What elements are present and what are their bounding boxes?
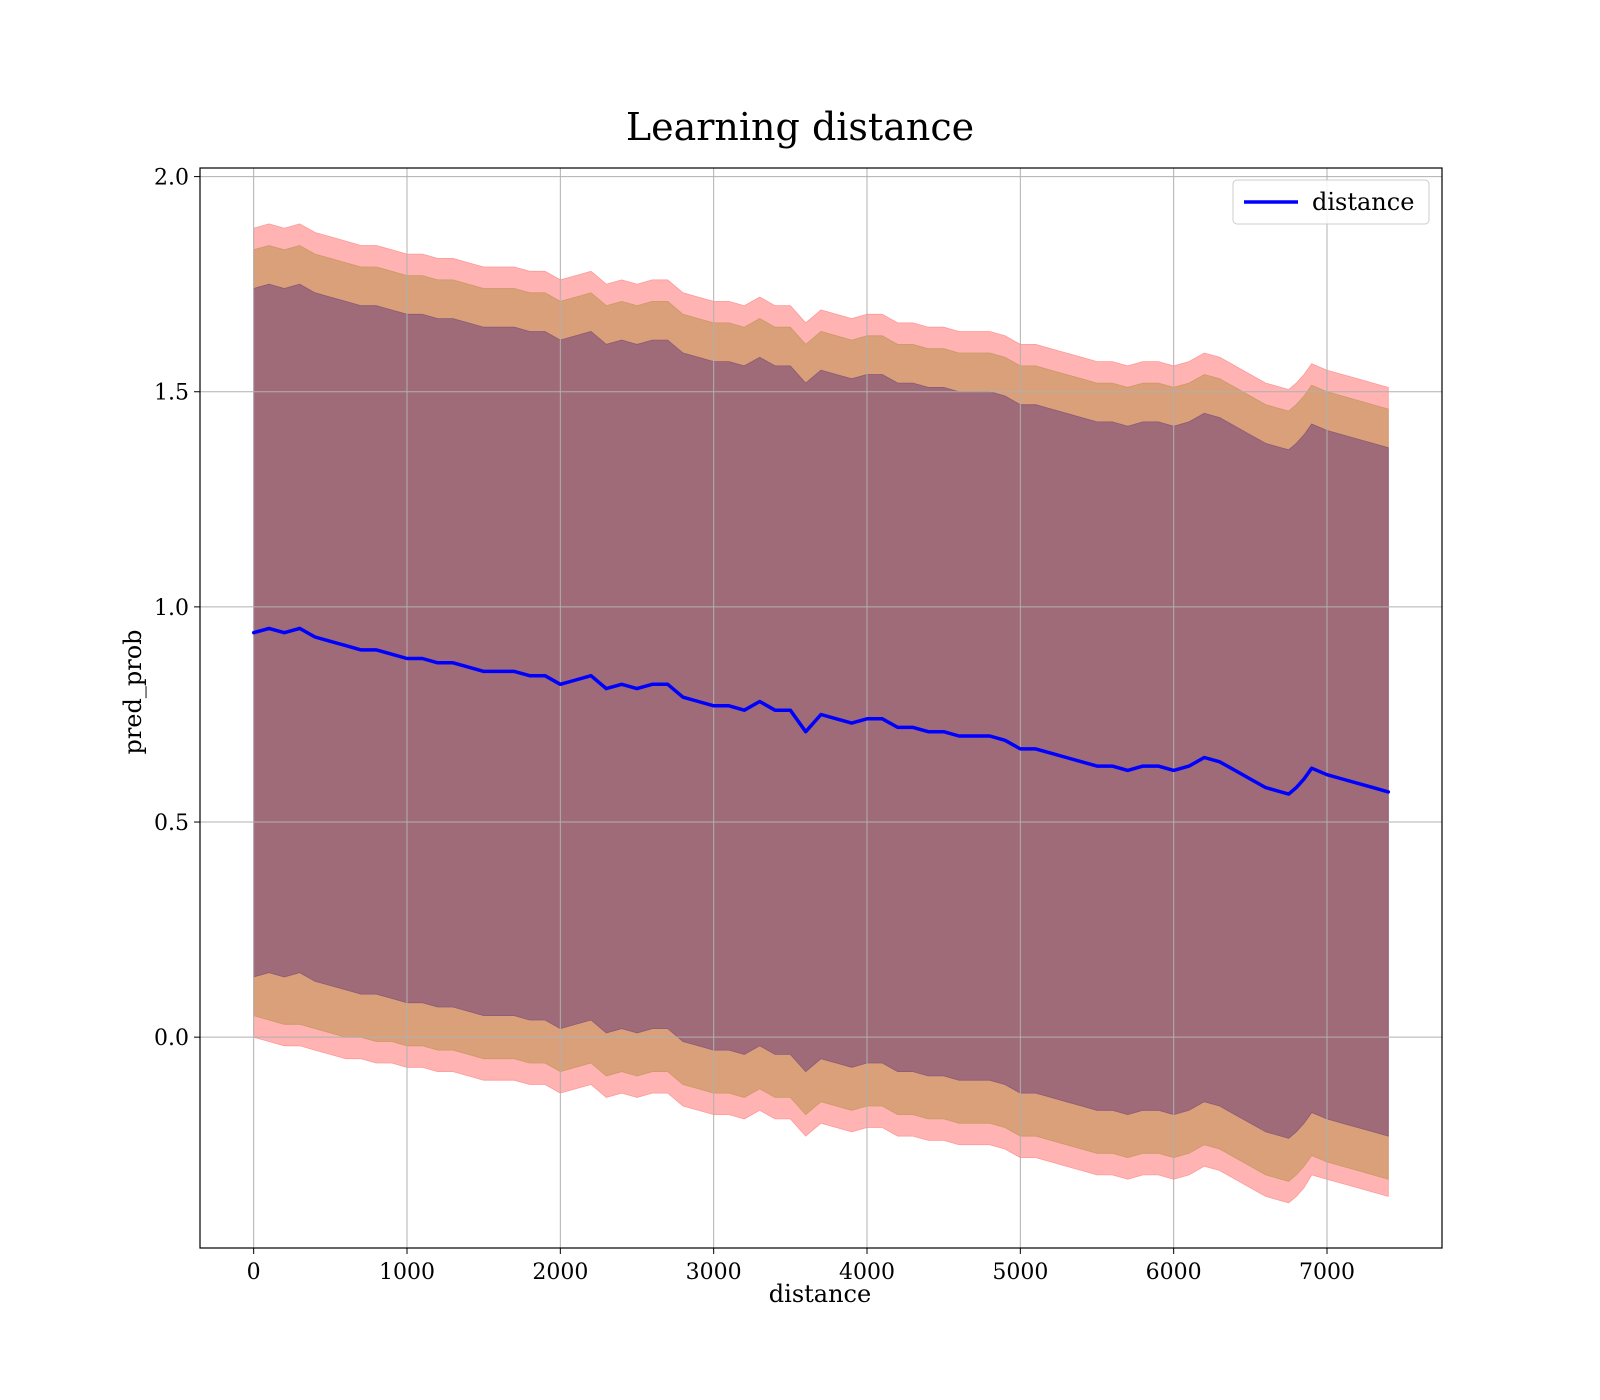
x-tick-label: 4000 [839,1260,895,1285]
axis-ticks: 0 1000 2000 3000 4000 5000 6000 7000 0.0 0.5 1.0 1.… [154,166,1355,1285]
chart-title: Learning distance [626,105,974,149]
x-tick-label: 3000 [686,1260,742,1285]
plot-frame [199,167,1443,1249]
legend-label-distance: distance [1312,188,1414,216]
grid-lines [200,168,1442,1248]
x-tick-label: 7000 [1299,1260,1355,1285]
y-tick-label: 1.0 [154,596,189,621]
x-axis-title: distance [769,1280,871,1308]
x-tick-label: 1000 [379,1260,435,1285]
legend-box [1232,179,1430,225]
y-axis-title: pred_prob [119,629,147,754]
band-inner-band [253,283,1389,1139]
x-tick-label: 6000 [1146,1260,1202,1285]
series-lines [251,626,1391,796]
y-tick-label: 0.5 [154,811,189,836]
x-tick-label: 2000 [532,1260,588,1285]
y-tick-label: 2.0 [154,166,189,191]
y-tick-label: 0.0 [154,1026,189,1051]
x-tick-label: 5000 [992,1260,1048,1285]
legend: distance [1232,179,1430,225]
series-line-distance [251,626,1391,796]
x-tick-label: 0 [247,1260,261,1285]
y-tick-label: 1.5 [154,381,189,406]
